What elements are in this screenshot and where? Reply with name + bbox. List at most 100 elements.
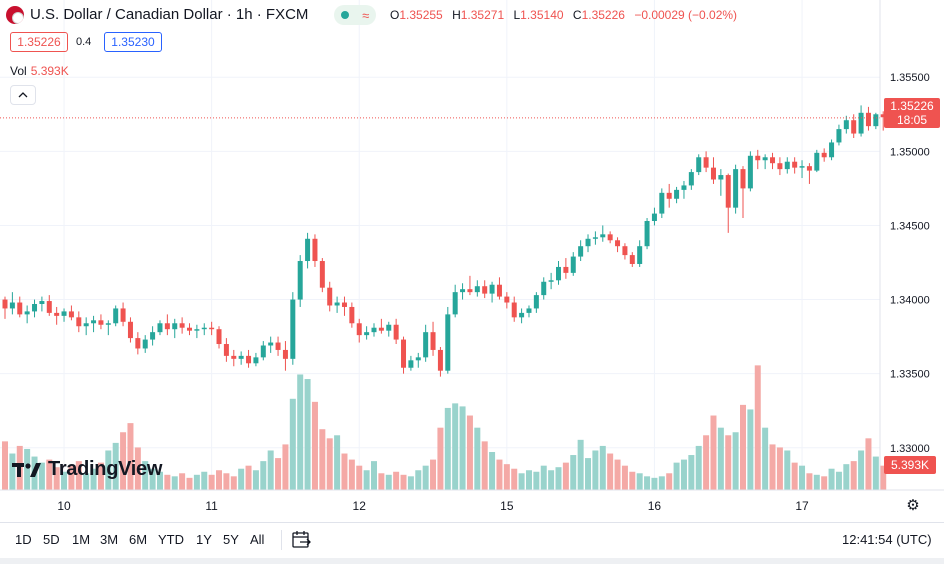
candle	[659, 188, 665, 219]
candle-body	[334, 302, 340, 306]
candle-body	[755, 155, 761, 161]
x-tick-label: 12	[353, 499, 367, 513]
candle	[777, 157, 783, 176]
range-3m-button[interactable]: 3M	[100, 532, 119, 547]
volume-bar	[703, 435, 710, 490]
range-1m-button[interactable]: 1M	[72, 532, 91, 547]
volume-bar	[348, 459, 355, 490]
chart-canvas[interactable]: 1.35500 1.35000 1.34500 1.34000 1.33500 1.330…	[0, 0, 944, 520]
candle	[622, 243, 628, 260]
volume-bar	[407, 476, 414, 490]
candle-body	[216, 329, 222, 345]
volume-bar	[835, 471, 842, 490]
candle	[135, 332, 141, 355]
candle-body	[68, 311, 74, 318]
candle-body	[814, 152, 820, 171]
candle-body	[556, 266, 561, 281]
x-tick-label: 11	[205, 499, 218, 513]
volume-bar	[658, 476, 665, 490]
volume-bar	[599, 445, 606, 490]
symbol-title[interactable]: U.S. Dollar / Canadian Dollar · 1h · FXC…	[30, 6, 309, 23]
candle	[356, 318, 362, 343]
range-6m-button[interactable]: 6M	[129, 532, 148, 547]
candle-body	[511, 302, 517, 318]
range-ytd-button[interactable]: YTD	[158, 532, 184, 547]
market-status-badge[interactable]: ≈	[334, 5, 376, 25]
candle	[157, 320, 163, 336]
volume-bar	[341, 453, 348, 490]
candle-body	[39, 301, 45, 304]
candle	[98, 314, 104, 330]
candle	[740, 166, 746, 219]
candle	[415, 352, 421, 368]
range-1d-button[interactable]: 1D	[15, 532, 32, 547]
tradingview-logo[interactable]: TradingView	[12, 458, 162, 481]
candle-body	[150, 332, 156, 340]
y-tick-label: 1.33500	[890, 369, 930, 381]
volume-bar	[784, 450, 791, 490]
range-5y-button[interactable]: 5Y	[223, 532, 239, 547]
candle	[725, 173, 731, 233]
sell-price-button[interactable]: 1.35226	[10, 32, 68, 52]
candle-body	[548, 280, 554, 282]
candle	[349, 302, 355, 328]
candle-body	[393, 324, 399, 340]
volume-bar	[112, 442, 119, 490]
volume-bar	[97, 462, 104, 490]
candle	[452, 284, 458, 318]
collapse-legend-button[interactable]	[10, 85, 36, 105]
candle	[445, 306, 451, 374]
volume-bar	[474, 427, 481, 490]
candle	[784, 157, 790, 174]
range-5d-button[interactable]: 5D	[43, 532, 60, 547]
candle	[873, 112, 879, 130]
candle-body	[312, 238, 318, 262]
volume-bar	[636, 473, 643, 490]
candle	[238, 351, 244, 365]
range-all-button[interactable]: All	[250, 532, 265, 547]
candle-body	[238, 355, 244, 359]
candle	[541, 277, 547, 300]
volume-bar	[289, 398, 296, 490]
candle	[378, 318, 384, 334]
candle-body	[836, 129, 842, 143]
volume-bar	[858, 450, 865, 490]
volume-bar	[452, 403, 459, 490]
candle-body	[489, 284, 495, 294]
candle-body	[504, 296, 510, 303]
ohlc-close-value: 1.35226	[581, 8, 625, 22]
volume-bar	[585, 458, 592, 490]
volume-bar	[644, 476, 651, 490]
candle	[17, 296, 23, 318]
volume-bar	[680, 459, 687, 490]
candle	[688, 169, 694, 190]
utc-clock[interactable]: 12:41:54 (UTC)	[842, 532, 932, 547]
volume-bar	[68, 465, 75, 490]
candle-body	[98, 320, 104, 325]
date-range-calendar-icon[interactable]	[290, 529, 312, 551]
candle	[511, 296, 517, 322]
buy-price-button[interactable]: 1.35230	[104, 32, 162, 52]
ohlc-open-value: 1.35255	[399, 8, 443, 22]
range-1y-button[interactable]: 1Y	[196, 532, 212, 547]
chart-settings-gear-icon[interactable]: ⚙	[906, 497, 920, 514]
candle	[260, 341, 266, 361]
volume-bar	[193, 474, 200, 490]
candle	[843, 115, 849, 134]
candle-body	[784, 161, 790, 170]
candle	[150, 326, 156, 346]
x-tick-label: 10	[57, 499, 71, 513]
volume-bar	[732, 432, 739, 490]
volume-bar	[216, 470, 223, 490]
volume-bar	[813, 474, 820, 490]
volume-bar	[149, 468, 156, 490]
volume-bar	[496, 459, 503, 490]
ohlc-high-value: 1.35271	[460, 8, 505, 22]
candle-body	[629, 255, 635, 264]
ohlc-change: −0.00029 (−0.02%)	[634, 8, 738, 22]
candle-body	[519, 312, 525, 318]
candle	[231, 349, 237, 367]
volume-bar	[371, 461, 377, 490]
candle-body	[792, 161, 798, 168]
volume-bar	[127, 423, 134, 490]
